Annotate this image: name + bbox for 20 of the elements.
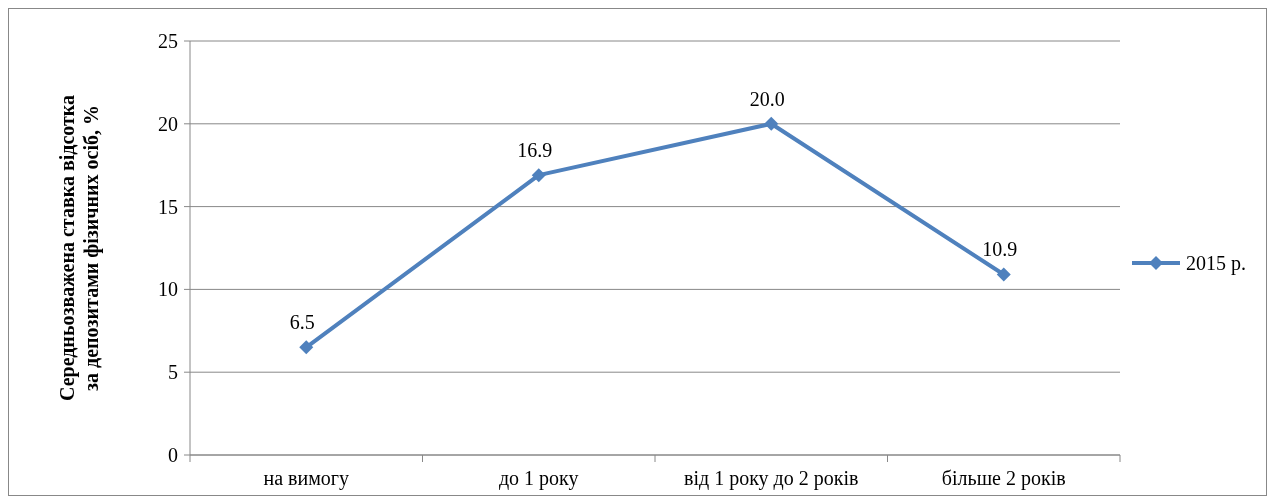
y-tick-label: 0	[168, 444, 178, 466]
data-label: 16.9	[517, 139, 553, 162]
data-label: 10.9	[982, 238, 1018, 261]
y-tick-label: 20	[158, 112, 178, 135]
y-axis-title: Середньозважена ставка відсотка за депозитами фізичних осіб, %	[56, 94, 103, 402]
x-tick-label: на вимогу	[263, 467, 350, 490]
point	[531, 168, 546, 183]
point	[996, 267, 1011, 282]
y-tick-label: 10	[158, 278, 178, 301]
data-label: 6.5	[289, 311, 315, 334]
x-tick-label: від 1 року до 2 років	[683, 467, 859, 490]
y-tick-label: 5	[168, 361, 178, 384]
point	[299, 340, 314, 355]
y-tick-label: 15	[158, 195, 178, 218]
x-tick-label: більше 2 років	[941, 467, 1066, 490]
data-label: 20.0	[749, 87, 785, 110]
legend-label: 2015 р.	[1186, 252, 1246, 275]
x-tick-label: до 1 року	[498, 467, 579, 490]
point	[764, 116, 779, 131]
y-tick-label: 25	[158, 30, 178, 52]
